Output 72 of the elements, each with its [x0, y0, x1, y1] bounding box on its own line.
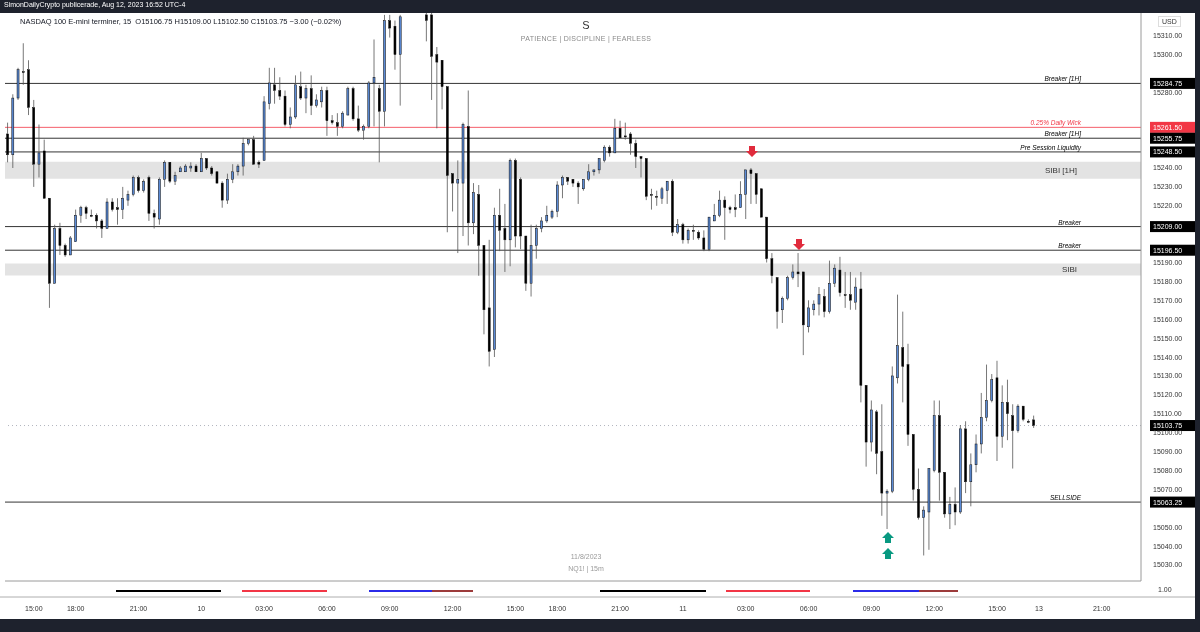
candlestick: [822, 288, 826, 318]
band-label: SIBI [1H]: [1044, 166, 1077, 176]
candlestick: [257, 160, 261, 169]
candlestick: [718, 190, 721, 218]
candlestick: [226, 173, 229, 205]
candlestick: [550, 209, 554, 220]
candlestick: [849, 271, 852, 311]
candlestick: [655, 190, 658, 207]
candlestick: [126, 190, 130, 207]
candlestick: [393, 20, 397, 71]
candlestick: [231, 163, 234, 184]
candlestick: [749, 167, 753, 205]
candlestick: [210, 165, 213, 176]
candlestick: [770, 252, 774, 284]
candlestick: [838, 256, 842, 297]
candlestick: [807, 299, 810, 333]
candlestick: [142, 178, 145, 193]
candlestick: [1006, 379, 1009, 441]
candlestick: [545, 205, 549, 224]
candlestick: [812, 299, 816, 316]
candlestick: [796, 252, 800, 288]
candlestick: [388, 14, 391, 38]
candlestick: [990, 373, 994, 403]
candlestick: [189, 161, 193, 173]
candlestick: [786, 275, 789, 301]
candlestick: [336, 112, 339, 137]
candlestick: [697, 229, 700, 241]
candlestick: [351, 86, 355, 122]
candlestick: [357, 105, 360, 133]
candlestick: [320, 86, 323, 108]
band-label: SIBI: [1061, 265, 1077, 275]
candlestick: [875, 409, 878, 475]
candlestick: [932, 400, 936, 473]
candlestick: [576, 180, 580, 205]
candlestick: [425, 13, 428, 42]
candlestick: [556, 180, 559, 218]
annotation: S: [581, 19, 591, 31]
candlestick: [1016, 403, 1020, 434]
candlestick: [891, 366, 894, 494]
candlestick: [660, 186, 664, 205]
candlestick: [728, 205, 732, 214]
candlestick: [980, 392, 983, 454]
candlestick: [843, 271, 847, 309]
candlestick: [901, 311, 905, 403]
candlestick: [1000, 384, 1004, 449]
candlestick: [995, 360, 999, 462]
candlestick: [121, 186, 124, 220]
candlestick: [147, 175, 151, 222]
candlestick: [964, 420, 967, 494]
candlestick: [650, 188, 653, 210]
candlestick: [90, 209, 93, 217]
candlestick: [870, 400, 873, 452]
candlestick: [163, 160, 166, 188]
candlestick: [220, 180, 224, 209]
candlestick: [587, 163, 590, 182]
candlestick: [833, 263, 836, 288]
candlestick: [922, 505, 925, 556]
candlestick: [791, 263, 795, 280]
candlestick: [854, 277, 857, 311]
candlestick: [733, 194, 737, 218]
candlestick: [289, 107, 292, 129]
candlestick: [1011, 403, 1014, 469]
candlestick: [283, 90, 287, 127]
candlestick: [817, 286, 821, 316]
candlestick: [828, 260, 831, 314]
candlestick: [315, 93, 318, 108]
candlestick: [974, 434, 978, 473]
candlestick: [896, 294, 899, 384]
candlestick: [985, 364, 988, 422]
candlestick: [341, 110, 344, 129]
candlestick: [1032, 415, 1035, 429]
candlestick: [906, 343, 910, 447]
